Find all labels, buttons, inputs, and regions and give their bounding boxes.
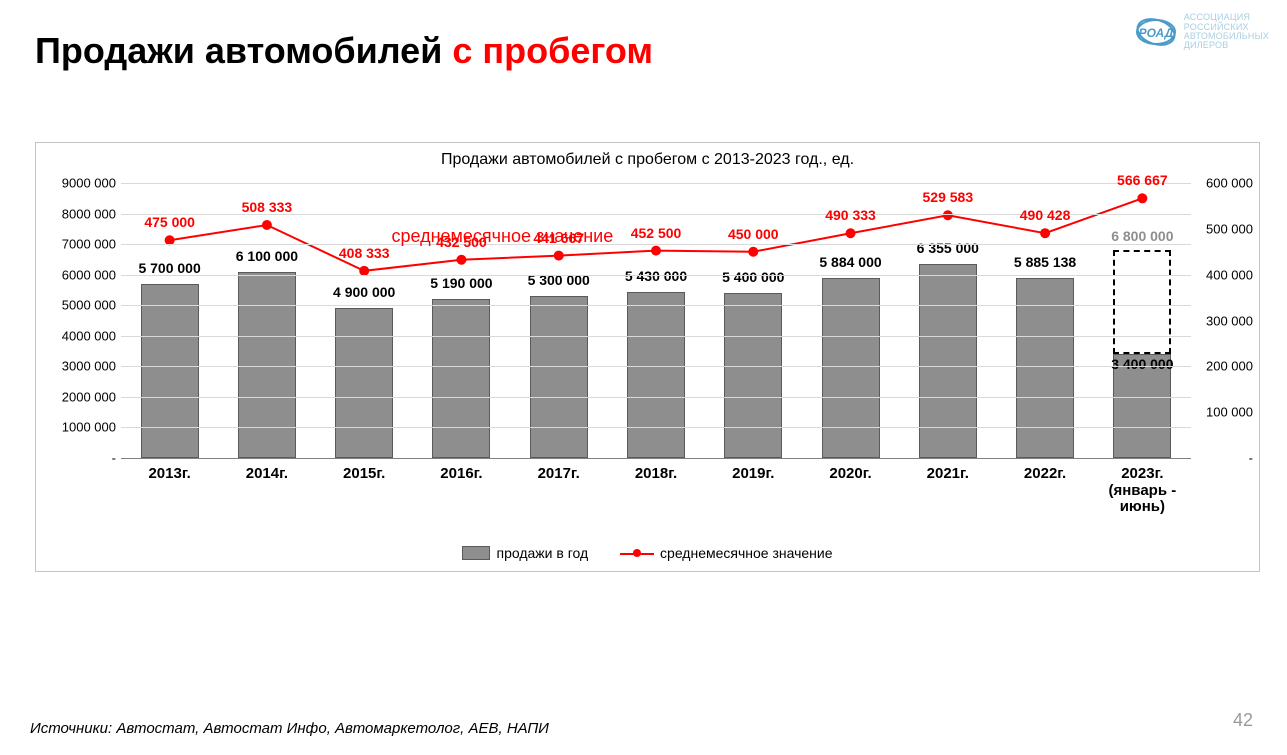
sources-text: Источники: Автостат, Автостат Инфо, Авто… xyxy=(30,720,549,737)
legend-bar-label: продажи в год xyxy=(496,545,588,561)
grid-line xyxy=(121,336,1191,337)
y-left-tick: 6000 000 xyxy=(36,267,116,282)
line-marker xyxy=(748,247,758,257)
grid-line xyxy=(121,275,1191,276)
y-right-tick: 500 000 xyxy=(1181,221,1253,236)
category-label: 2015г. xyxy=(314,466,414,483)
category-label: 2017г. xyxy=(509,466,609,483)
line-marker xyxy=(846,228,856,238)
line-value-label: 490 428 xyxy=(1020,207,1071,223)
y-left-tick: 3000 000 xyxy=(36,359,116,374)
chart-container: Продажи автомобилей с пробегом с 2013-20… xyxy=(35,142,1260,572)
y-right-tick: 400 000 xyxy=(1181,267,1253,282)
category-label: 2014г. xyxy=(217,466,317,483)
y-right-tick: 600 000 xyxy=(1181,176,1253,191)
line-value-label: 450 000 xyxy=(728,226,779,242)
category-label: 2023г. (январь - июнь) xyxy=(1092,466,1192,516)
chart-plot-area: 5 700 0002013г.6 100 0002014г.4 900 0002… xyxy=(121,183,1191,459)
y-right-tick: 300 000 xyxy=(1181,313,1253,328)
line-marker xyxy=(651,246,661,256)
y-left-tick: 1000 000 xyxy=(36,420,116,435)
category-label: 2018г. xyxy=(606,466,706,483)
category-label: 2020г. xyxy=(801,466,901,483)
title-main: Продажи автомобилей xyxy=(35,30,452,71)
line-value-label: 566 667 xyxy=(1117,172,1168,188)
legend-bar-swatch xyxy=(462,546,490,560)
chart-annotation: среднемесячное значение xyxy=(391,226,613,247)
logo-line: ДИЛЕРОВ xyxy=(1184,41,1269,50)
y-left-tick: 5000 000 xyxy=(36,298,116,313)
line-value-label: 475 000 xyxy=(144,214,195,230)
brand-logo-subtitle: АССОЦИАЦИЯ РОССИЙСКИХ АВТОМОБИЛЬНЫХ ДИЛЕ… xyxy=(1184,13,1269,51)
line-value-label: 529 583 xyxy=(923,189,974,205)
category-label: 2019г. xyxy=(703,466,803,483)
y-left-tick: 8000 000 xyxy=(36,206,116,221)
y-left-tick: 7000 000 xyxy=(36,237,116,252)
y-axis-left: -1000 0002000 0003000 0004000 0005000 00… xyxy=(36,183,116,458)
line-marker xyxy=(554,251,564,261)
page-number: 42 xyxy=(1233,710,1253,731)
y-right-tick: 100 000 xyxy=(1181,405,1253,420)
legend-line: среднемесячное значение xyxy=(620,545,832,561)
grid-line xyxy=(121,305,1191,306)
line-marker xyxy=(456,255,466,265)
y-left-tick: 2000 000 xyxy=(36,389,116,404)
grid-line xyxy=(121,366,1191,367)
y-left-tick: 9000 000 xyxy=(36,176,116,191)
chart-title: Продажи автомобилей с пробегом с 2013-20… xyxy=(36,143,1259,169)
line-marker xyxy=(1040,228,1050,238)
line-value-label: 508 333 xyxy=(242,199,293,215)
y-right-tick: - xyxy=(1181,451,1253,466)
category-label: 2016г. xyxy=(411,466,511,483)
y-left-tick: 4000 000 xyxy=(36,328,116,343)
chart-legend: продажи в год среднемесячное значение xyxy=(36,545,1259,563)
page-title: Продажи автомобилей с пробегом xyxy=(35,30,1252,72)
line-marker xyxy=(262,220,272,230)
y-axis-right: -100 000200 000300 000400 000500 000600 … xyxy=(1181,183,1253,458)
line-marker xyxy=(1137,193,1147,203)
line-value-label: 408 333 xyxy=(339,245,390,261)
brand-logo: РОАД АССОЦИАЦИЯ РОССИЙСКИХ АВТОМОБИЛЬНЫХ… xyxy=(1134,12,1269,52)
category-label: 2013г. xyxy=(120,466,220,483)
grid-line xyxy=(121,183,1191,184)
y-left-tick: - xyxy=(36,451,116,466)
legend-bars: продажи в год xyxy=(462,545,588,561)
svg-text:РОАД: РОАД xyxy=(1138,26,1173,40)
category-label: 2021г. xyxy=(898,466,998,483)
y-right-tick: 200 000 xyxy=(1181,359,1253,374)
legend-line-label: среднемесячное значение xyxy=(660,545,832,561)
category-label: 2022г. xyxy=(995,466,1095,483)
road-logo-icon: РОАД xyxy=(1134,12,1178,52)
line-value-label: 490 333 xyxy=(825,207,876,223)
grid-line xyxy=(121,427,1191,428)
slide-root: РОАД АССОЦИАЦИЯ РОССИЙСКИХ АВТОМОБИЛЬНЫХ… xyxy=(0,0,1287,755)
line-marker xyxy=(943,210,953,220)
title-accent: с пробегом xyxy=(452,30,653,71)
grid-line xyxy=(121,397,1191,398)
legend-line-swatch xyxy=(620,546,654,560)
line-value-label: 452 500 xyxy=(631,225,682,241)
grid-line xyxy=(121,244,1191,245)
